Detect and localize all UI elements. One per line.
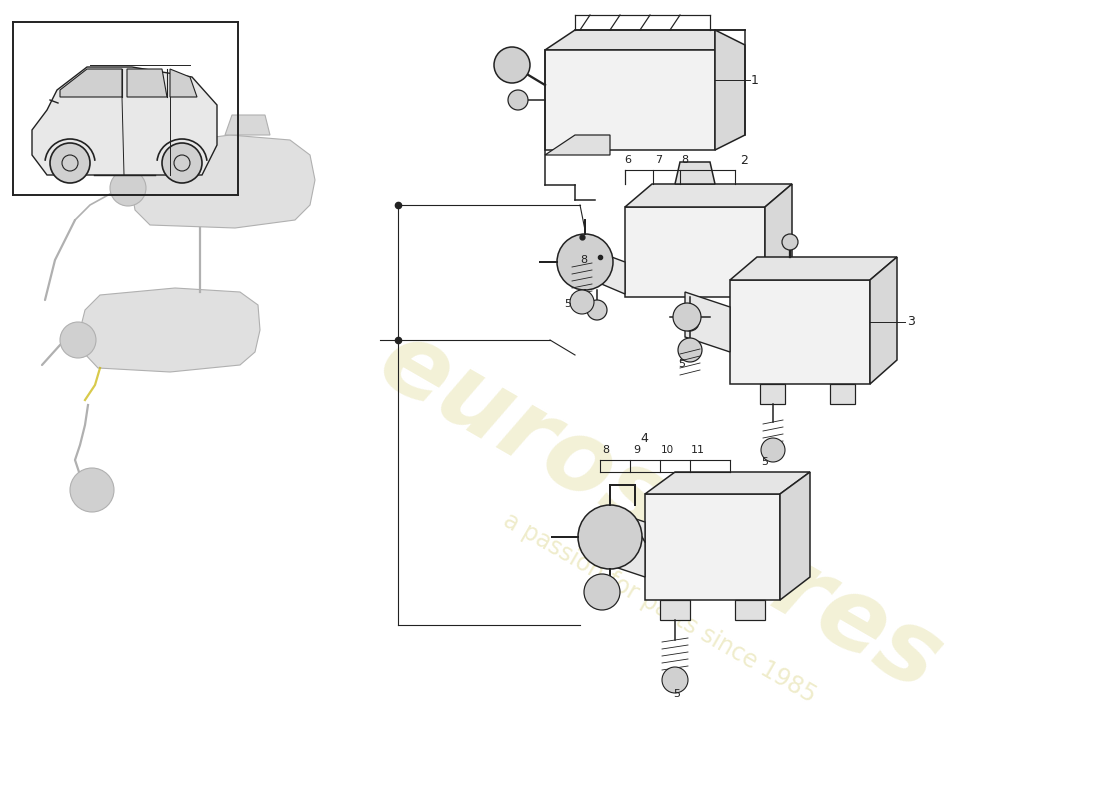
Circle shape: [110, 170, 146, 206]
Polygon shape: [685, 292, 730, 352]
Polygon shape: [760, 384, 785, 404]
Text: 2: 2: [740, 154, 748, 166]
Polygon shape: [544, 50, 715, 150]
Polygon shape: [735, 600, 764, 620]
Text: 3: 3: [908, 315, 915, 329]
Polygon shape: [625, 207, 764, 297]
Circle shape: [508, 90, 528, 110]
Text: 5: 5: [761, 457, 768, 467]
Polygon shape: [544, 30, 715, 50]
Polygon shape: [585, 247, 625, 294]
Polygon shape: [660, 600, 690, 620]
Polygon shape: [170, 69, 197, 97]
Circle shape: [70, 468, 114, 512]
Circle shape: [60, 322, 96, 358]
Circle shape: [681, 313, 698, 331]
Circle shape: [678, 338, 702, 362]
Polygon shape: [830, 384, 855, 404]
Polygon shape: [870, 257, 896, 384]
Circle shape: [673, 303, 701, 331]
Text: 5: 5: [678, 359, 685, 369]
Text: 11: 11: [691, 445, 705, 455]
Circle shape: [584, 574, 620, 610]
Polygon shape: [675, 162, 715, 184]
Polygon shape: [544, 135, 610, 155]
Text: 5: 5: [564, 299, 571, 309]
Text: 5: 5: [673, 689, 680, 699]
Text: 8: 8: [580, 255, 587, 265]
Circle shape: [570, 290, 594, 314]
Polygon shape: [730, 257, 896, 280]
Text: 1: 1: [751, 74, 759, 86]
Polygon shape: [715, 30, 745, 150]
Polygon shape: [130, 135, 315, 228]
Polygon shape: [126, 69, 167, 97]
Circle shape: [578, 505, 642, 569]
Circle shape: [761, 438, 785, 462]
Circle shape: [494, 47, 530, 83]
Text: 8: 8: [681, 155, 689, 165]
Polygon shape: [32, 67, 217, 175]
Text: 10: 10: [661, 445, 674, 455]
Circle shape: [782, 234, 797, 250]
Polygon shape: [600, 507, 645, 577]
Polygon shape: [645, 472, 810, 494]
Polygon shape: [60, 69, 122, 97]
Circle shape: [50, 143, 90, 183]
Polygon shape: [80, 288, 260, 372]
Polygon shape: [730, 280, 870, 384]
Text: 4: 4: [640, 431, 648, 445]
Text: 9: 9: [632, 445, 640, 455]
Text: 7: 7: [654, 155, 662, 165]
Polygon shape: [226, 115, 270, 135]
Text: 6: 6: [624, 155, 631, 165]
Circle shape: [662, 667, 688, 693]
Polygon shape: [625, 184, 792, 207]
Polygon shape: [764, 184, 792, 297]
Text: a passion for parts since 1985: a passion for parts since 1985: [499, 508, 821, 708]
Circle shape: [557, 234, 613, 290]
Text: 8: 8: [602, 445, 609, 455]
Circle shape: [587, 300, 607, 320]
Polygon shape: [780, 472, 810, 600]
Text: eurospares: eurospares: [362, 312, 958, 712]
Polygon shape: [645, 494, 780, 600]
Circle shape: [162, 143, 202, 183]
